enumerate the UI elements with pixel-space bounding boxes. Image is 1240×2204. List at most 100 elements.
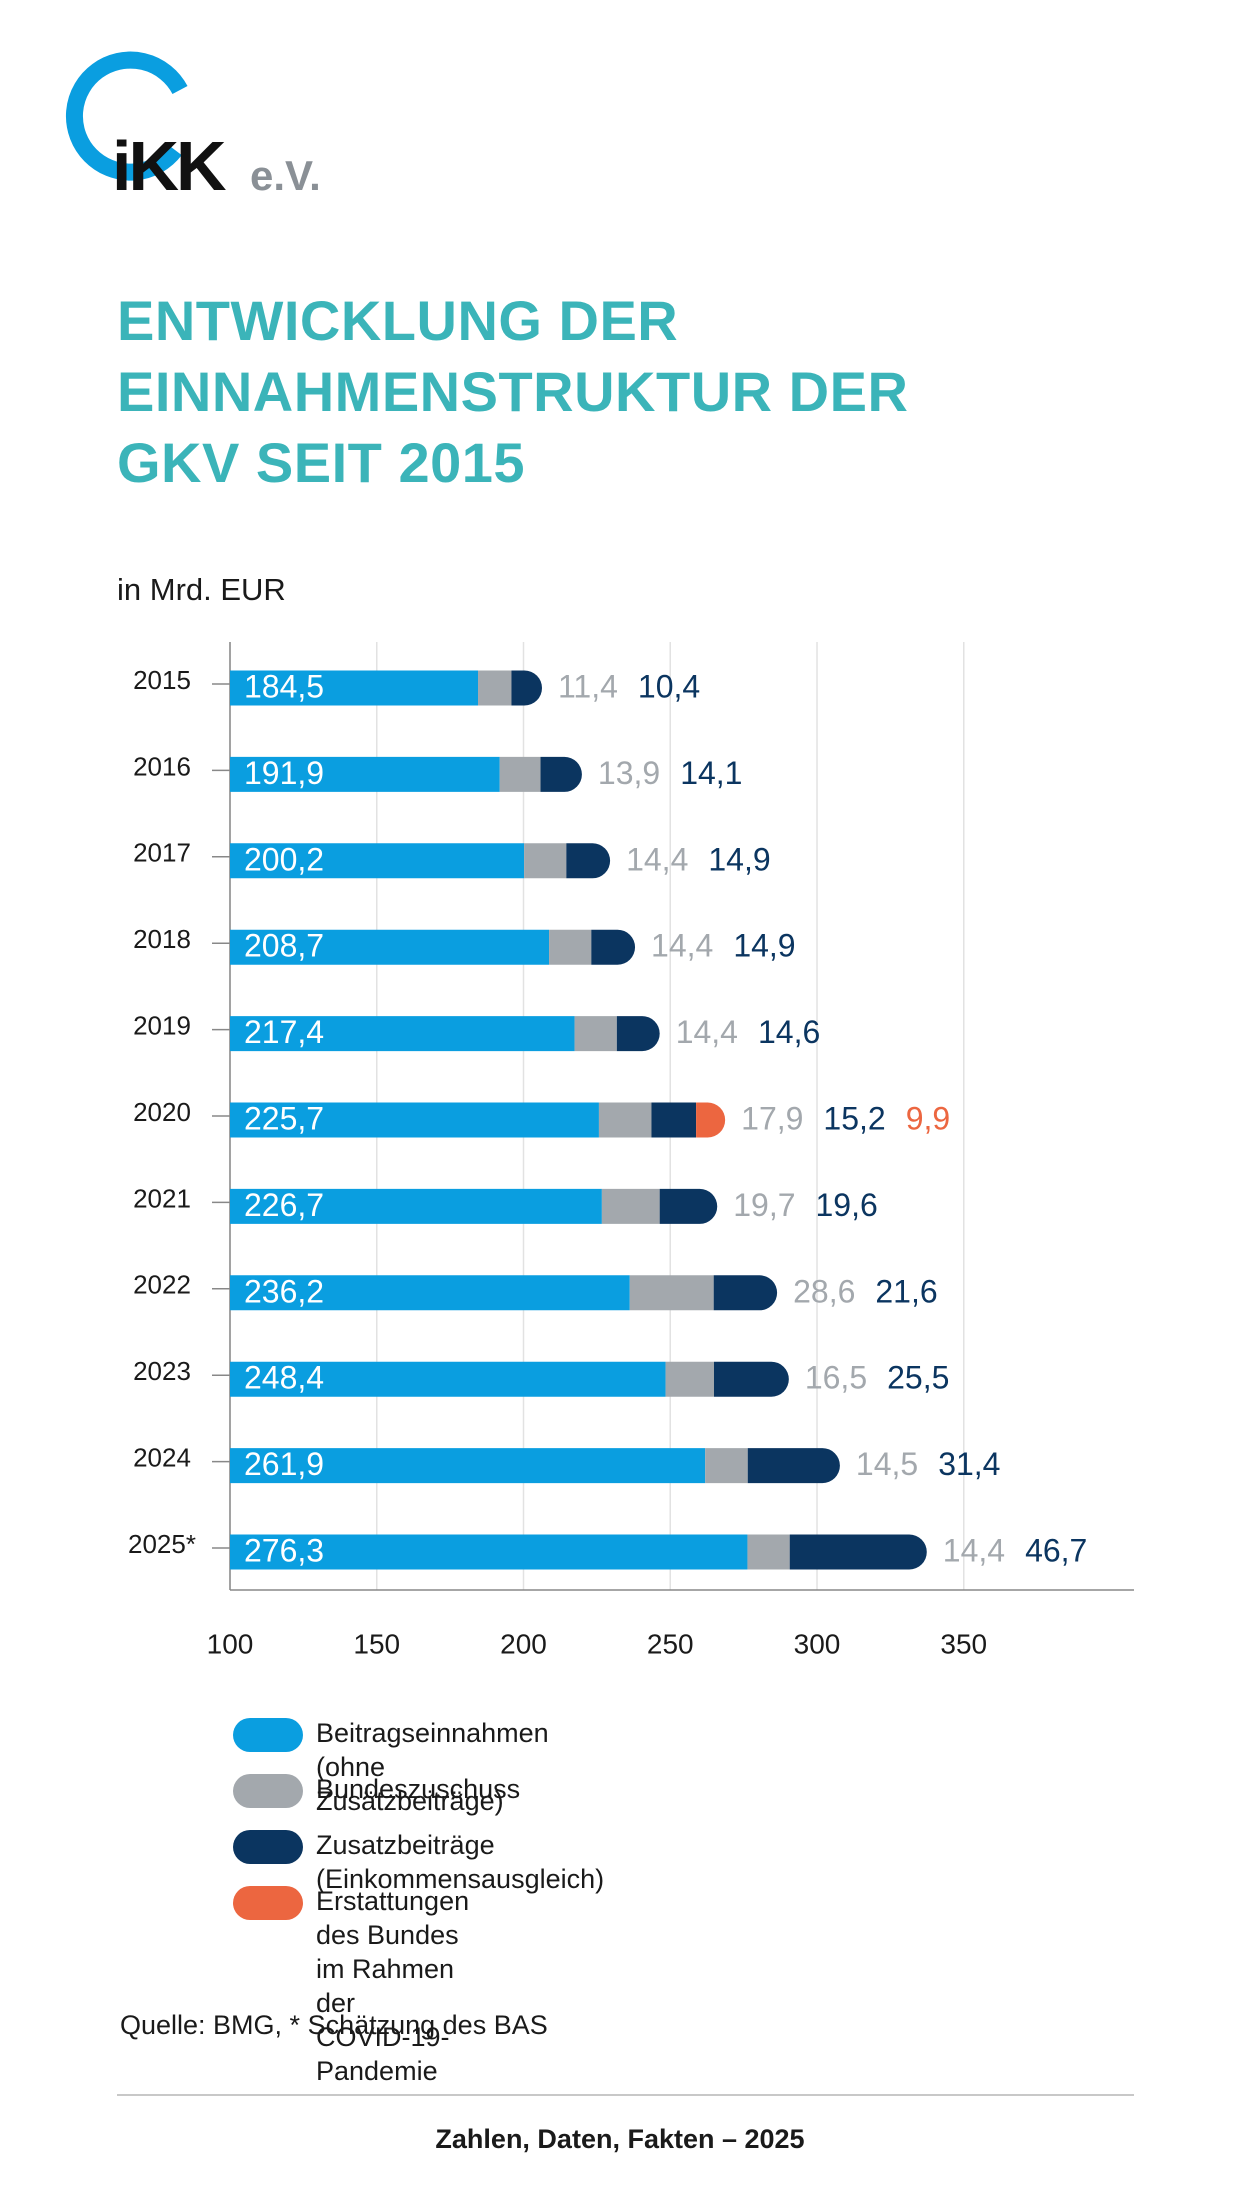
legend-swatch: [233, 1718, 303, 1752]
value-label: 200,2: [244, 841, 324, 877]
y-tick-label: 2019: [133, 1010, 191, 1040]
bar-segment: [591, 929, 636, 965]
bar-segment: [230, 843, 525, 879]
legend-label: Bundeszuschuss: [316, 1774, 521, 1804]
bar-segment: [616, 1016, 660, 1052]
value-label: 217,4: [244, 1014, 324, 1050]
bar-segment: [574, 1016, 617, 1052]
y-tick-label: 2021: [133, 1183, 191, 1213]
value-label: 10,4: [638, 668, 700, 704]
bar-segment: [713, 1361, 789, 1397]
y-tick-label: 2023: [133, 1356, 191, 1386]
bar-segment: [511, 670, 542, 706]
value-label: 14,6: [758, 1014, 820, 1050]
value-label: 14,1: [680, 755, 742, 791]
bar-segment: [499, 756, 541, 792]
bar-segment: [478, 670, 512, 706]
bar-segment: [524, 843, 567, 879]
value-label: 14,4: [676, 1014, 738, 1050]
bar-segment: [659, 1188, 718, 1224]
y-tick-label: 2022: [133, 1270, 191, 1300]
logo-suffix: e.V.: [250, 152, 321, 199]
bar-segment: [789, 1534, 927, 1570]
bar-segment: [230, 1188, 602, 1224]
x-tick-label: 250: [647, 1628, 694, 1659]
y-tick-label: 2018: [133, 924, 191, 954]
value-label: 236,2: [244, 1273, 324, 1309]
chart: 100 150 200 250 300 350 2015 184,5 11,4 10,4 2016 1…: [128, 642, 1134, 1659]
legend-swatch: [233, 1774, 303, 1808]
legend-swatch: [233, 1830, 303, 1864]
value-label: 17,9: [741, 1100, 803, 1136]
bar-segment: [651, 1102, 697, 1138]
y-tick-label: 2020: [133, 1097, 191, 1127]
bar-segment: [747, 1448, 840, 1484]
value-label: 14,9: [733, 928, 795, 964]
value-label: 14,9: [708, 841, 770, 877]
footer: Zahlen, Daten, Fakten – 2025: [435, 2124, 805, 2154]
value-label: 13,9: [598, 755, 660, 791]
value-label: 9,9: [906, 1100, 950, 1136]
bar-segment: [230, 929, 550, 965]
value-label: 16,5: [805, 1360, 867, 1396]
value-label: 28,6: [793, 1273, 855, 1309]
y-tick-label: 2015: [133, 665, 191, 695]
value-label: 15,2: [823, 1100, 885, 1136]
bar-segment: [747, 1534, 790, 1570]
chart-subtitle: in Mrd. EUR: [117, 572, 286, 607]
x-tick-label: 200: [500, 1628, 547, 1659]
y-tick-label: 2025*: [128, 1529, 196, 1559]
legend-label: Zusatzbeiträge (Einkommensausgleich): [316, 1830, 605, 1894]
bar-segment: [549, 929, 592, 965]
value-label: 19,6: [816, 1187, 878, 1223]
value-label: 19,7: [733, 1187, 795, 1223]
bar-segment: [230, 1534, 748, 1570]
bar-segment: [598, 1102, 652, 1138]
value-label: 276,3: [244, 1532, 324, 1568]
value-label: 14,4: [943, 1532, 1005, 1568]
value-label: 261,9: [244, 1446, 324, 1482]
value-label: 46,7: [1025, 1532, 1087, 1568]
y-tick-label: 2017: [133, 838, 191, 868]
bar-segment: [230, 1275, 630, 1311]
x-tick-label: 150: [353, 1628, 400, 1659]
chart-title: ENTWICKLUNG DER EINNAHMENSTRUKTUR DER GK…: [117, 289, 909, 494]
value-label: 11,4: [558, 668, 618, 704]
bar-segment: [713, 1275, 778, 1311]
source: Quelle: BMG, * Schätzung des BAS: [120, 2010, 548, 2040]
value-label: 14,4: [651, 928, 713, 964]
logo-brand: iKK: [112, 127, 226, 205]
bar-segment: [601, 1188, 660, 1224]
y-tick-label: 2024: [133, 1442, 191, 1472]
bar-segment: [230, 756, 500, 792]
bar-segment: [629, 1275, 714, 1311]
bar-segment: [705, 1448, 748, 1484]
bar-segment: [230, 1448, 706, 1484]
x-tick-label: 100: [207, 1628, 254, 1659]
value-label: 21,6: [875, 1273, 937, 1309]
legend-label: Erstattungen des Bundes im Rahmen der CO…: [316, 1886, 470, 2086]
x-tick-label: 300: [794, 1628, 841, 1659]
bar-segment: [230, 1102, 599, 1138]
value-label: 225,7: [244, 1100, 324, 1136]
bar-segment: [230, 670, 479, 706]
bar-segment: [696, 1102, 726, 1138]
footer-rule: [117, 2094, 1134, 2096]
x-tick-label: 350: [940, 1628, 987, 1659]
bar-segment: [230, 1016, 575, 1052]
value-label: 31,4: [938, 1446, 1000, 1482]
legend-swatch: [233, 1886, 303, 1920]
value-label: 25,5: [887, 1360, 949, 1396]
bar-segment: [665, 1361, 714, 1397]
logo: iKK e.V.: [65, 51, 321, 205]
value-label: 248,4: [244, 1360, 324, 1396]
logo-arc: [65, 51, 188, 181]
value-label: 14,5: [856, 1446, 918, 1482]
value-label: 14,4: [626, 841, 688, 877]
value-label: 184,5: [244, 668, 324, 704]
bar-segment: [566, 843, 611, 879]
value-label: 208,7: [244, 928, 324, 964]
value-label: 191,9: [244, 755, 324, 791]
bar-segment: [540, 756, 582, 792]
